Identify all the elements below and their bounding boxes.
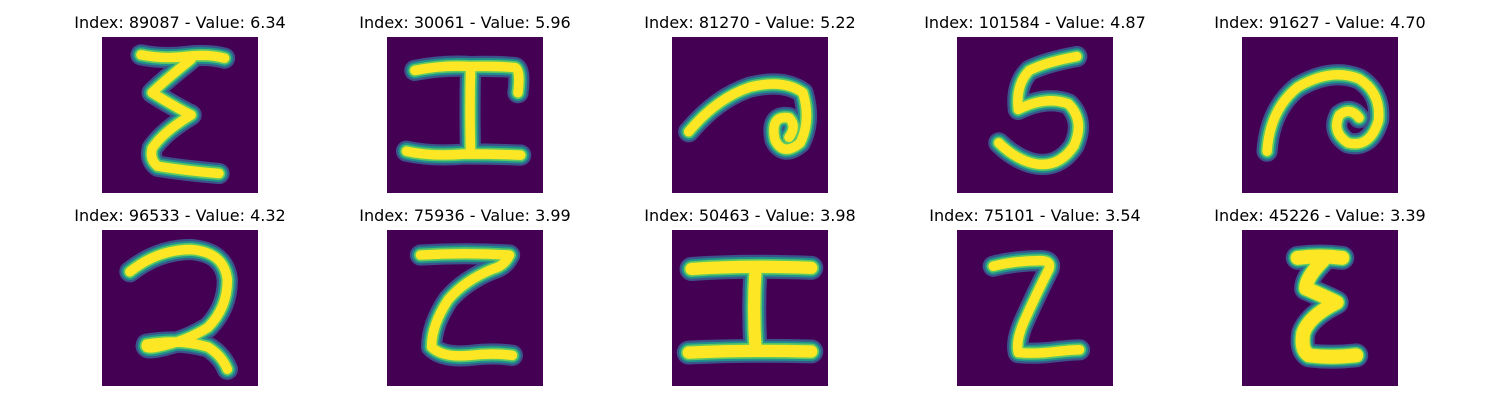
panel-title: Index: 89087 - Value: 6.34 xyxy=(74,13,286,32)
panel-3: Index: 81270 - Value: 5.22 xyxy=(620,13,880,198)
digit-image-spiral xyxy=(1242,37,1398,193)
panel-1: Index: 89087 - Value: 6.34 xyxy=(50,13,310,198)
panel-title: Index: 75101 - Value: 3.54 xyxy=(929,206,1141,225)
panel-5: Index: 91627 - Value: 4.70 xyxy=(1190,13,1450,198)
panel-9: Index: 75101 - Value: 3.54 xyxy=(905,206,1165,391)
panel-8: Index: 50463 - Value: 3.98 xyxy=(620,206,880,391)
digit-image-sigma xyxy=(102,37,258,193)
panel-title: Index: 101584 - Value: 4.87 xyxy=(924,13,1146,32)
panel-title: Index: 81270 - Value: 5.22 xyxy=(644,13,856,32)
digit-image-two xyxy=(102,230,258,386)
panel-title: Index: 50463 - Value: 3.98 xyxy=(644,206,856,225)
digit-image-sigma xyxy=(1242,230,1398,386)
panel-title: Index: 96533 - Value: 4.32 xyxy=(74,206,286,225)
panel-title: Index: 75936 - Value: 3.99 xyxy=(359,206,571,225)
panel-title: Index: 91627 - Value: 4.70 xyxy=(1214,13,1426,32)
panel-4: Index: 101584 - Value: 4.87 xyxy=(905,13,1165,198)
panel-6: Index: 96533 - Value: 4.32 xyxy=(50,206,310,391)
digit-image-spiral xyxy=(672,37,828,193)
digit-image-i xyxy=(387,37,543,193)
digit-image-i xyxy=(672,230,828,386)
panel-2: Index: 30061 - Value: 5.96 xyxy=(335,13,595,198)
digit-image-z xyxy=(387,230,543,386)
panel-title: Index: 30061 - Value: 5.96 xyxy=(359,13,571,32)
panel-10: Index: 45226 - Value: 3.39 xyxy=(1190,206,1450,391)
digit-image-five xyxy=(957,37,1113,193)
panel-7: Index: 75936 - Value: 3.99 xyxy=(335,206,595,391)
digit-image-z xyxy=(957,230,1113,386)
panel-title: Index: 45226 - Value: 3.39 xyxy=(1214,206,1426,225)
